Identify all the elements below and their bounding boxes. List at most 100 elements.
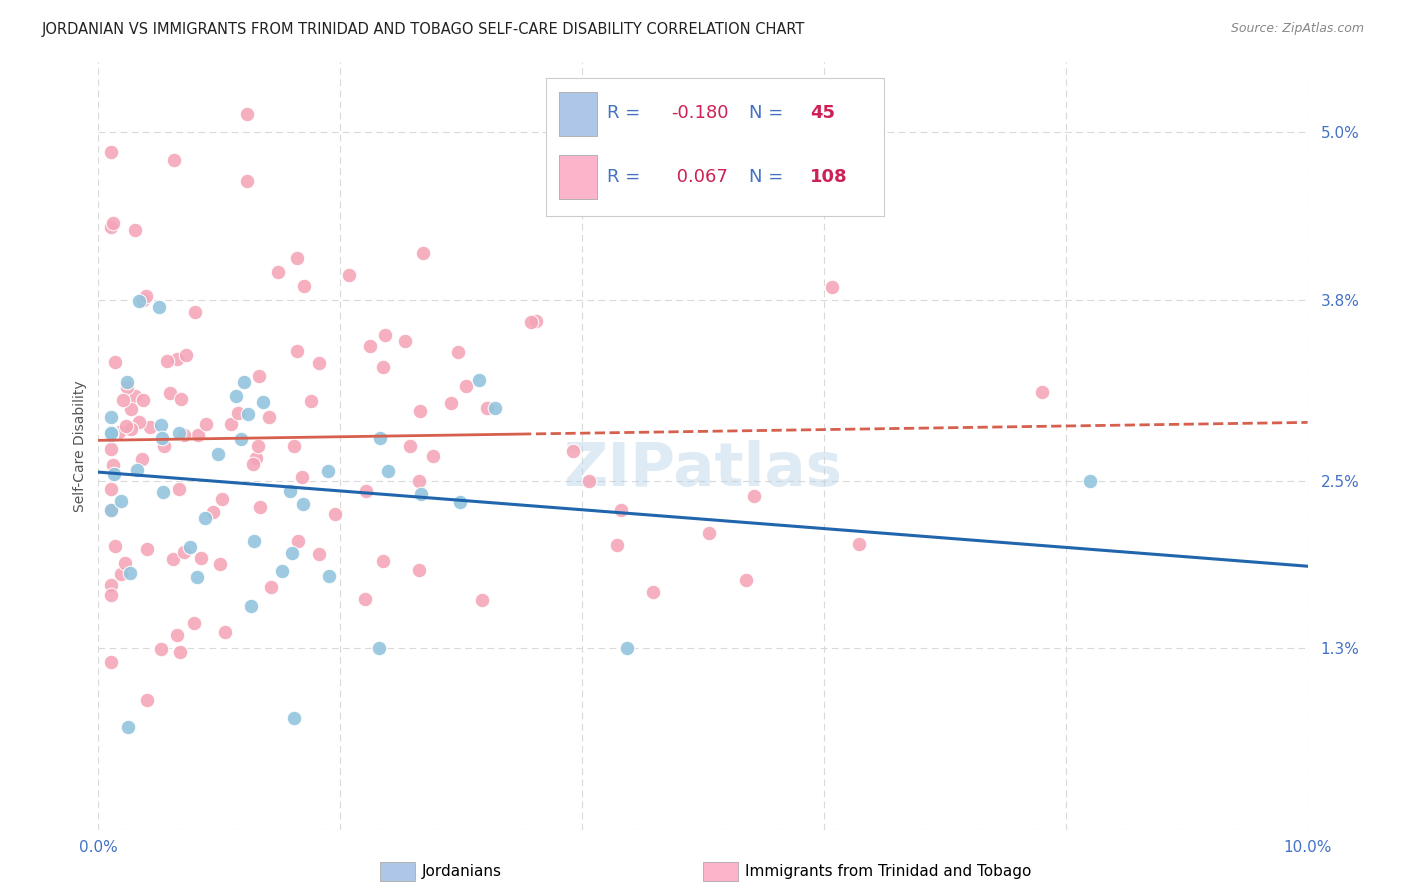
Point: [359, 339, 381, 353]
Point: [412, 246, 434, 260]
Point: [408, 474, 430, 488]
Point: [100, 503, 122, 517]
Point: [616, 641, 638, 656]
Point: [267, 265, 290, 279]
Point: [166, 628, 188, 642]
Point: [484, 401, 506, 416]
Point: [117, 720, 139, 734]
Point: [299, 393, 322, 408]
Point: [742, 489, 765, 503]
Point: [112, 392, 135, 407]
Point: [156, 353, 179, 368]
Point: [308, 547, 330, 561]
Text: Jordanians: Jordanians: [422, 864, 502, 879]
Point: [225, 389, 247, 403]
Point: [167, 426, 190, 441]
Point: [356, 483, 378, 498]
Point: [236, 407, 259, 421]
Point: [132, 393, 155, 408]
Point: [124, 223, 146, 237]
Point: [166, 351, 188, 366]
Point: [422, 450, 444, 464]
Point: [208, 557, 231, 571]
Point: [135, 289, 157, 303]
Point: [125, 463, 148, 477]
Point: [377, 464, 399, 478]
Point: [190, 551, 212, 566]
Point: [449, 494, 471, 508]
Point: [371, 554, 394, 568]
Point: [100, 588, 122, 602]
Point: [169, 645, 191, 659]
Point: [211, 492, 233, 507]
Point: [524, 314, 547, 328]
Point: [411, 487, 433, 501]
Point: [139, 419, 162, 434]
Point: [179, 541, 201, 555]
Point: [104, 355, 127, 369]
Text: ZIPatlas: ZIPatlas: [564, 440, 842, 499]
Point: [606, 538, 628, 552]
Point: [184, 305, 207, 319]
Point: [100, 428, 122, 442]
Point: [371, 359, 394, 374]
Point: [101, 216, 124, 230]
Point: [447, 344, 470, 359]
Point: [226, 406, 249, 420]
Point: [103, 467, 125, 481]
Point: [207, 447, 229, 461]
Point: [249, 500, 271, 515]
Point: [100, 145, 122, 160]
Point: [150, 417, 173, 432]
Point: [152, 439, 174, 453]
Point: [169, 392, 191, 406]
Point: [367, 641, 389, 656]
Point: [100, 482, 122, 496]
Point: [440, 396, 463, 410]
Point: [292, 497, 315, 511]
Point: [148, 300, 170, 314]
Text: Immigrants from Trinidad and Tobago: Immigrants from Trinidad and Tobago: [745, 864, 1032, 879]
Point: [115, 375, 138, 389]
Point: [100, 426, 122, 441]
Point: [578, 474, 600, 488]
Point: [520, 315, 543, 329]
Point: [252, 395, 274, 409]
Point: [186, 570, 208, 584]
Point: [110, 494, 132, 508]
Point: [370, 431, 392, 445]
Point: [100, 410, 122, 425]
Point: [173, 427, 195, 442]
Point: [287, 533, 309, 548]
Point: [354, 592, 377, 607]
Point: [128, 415, 150, 429]
Point: [243, 533, 266, 548]
Point: [259, 580, 281, 594]
Point: [120, 402, 142, 417]
Point: [283, 711, 305, 725]
Point: [283, 439, 305, 453]
Point: [135, 541, 157, 556]
Point: [100, 220, 122, 235]
Point: [374, 327, 396, 342]
Point: [162, 153, 184, 167]
Point: [239, 599, 262, 614]
Point: [398, 440, 420, 454]
Point: [285, 344, 308, 359]
Point: [477, 401, 499, 415]
Point: [194, 417, 217, 432]
Point: [245, 451, 267, 466]
Point: [174, 348, 197, 362]
Point: [104, 539, 127, 553]
Point: [471, 593, 494, 607]
Point: [1078, 474, 1101, 488]
Point: [100, 655, 122, 669]
Point: [183, 615, 205, 630]
Point: [316, 464, 339, 478]
Point: [114, 556, 136, 570]
Point: [1031, 384, 1053, 399]
Point: [107, 425, 129, 439]
Text: JORDANIAN VS IMMIGRANTS FROM TRINIDAD AND TOBAGO SELF-CARE DISABILITY CORRELATIO: JORDANIAN VS IMMIGRANTS FROM TRINIDAD AN…: [42, 22, 806, 37]
Point: [150, 431, 173, 445]
Point: [202, 506, 225, 520]
